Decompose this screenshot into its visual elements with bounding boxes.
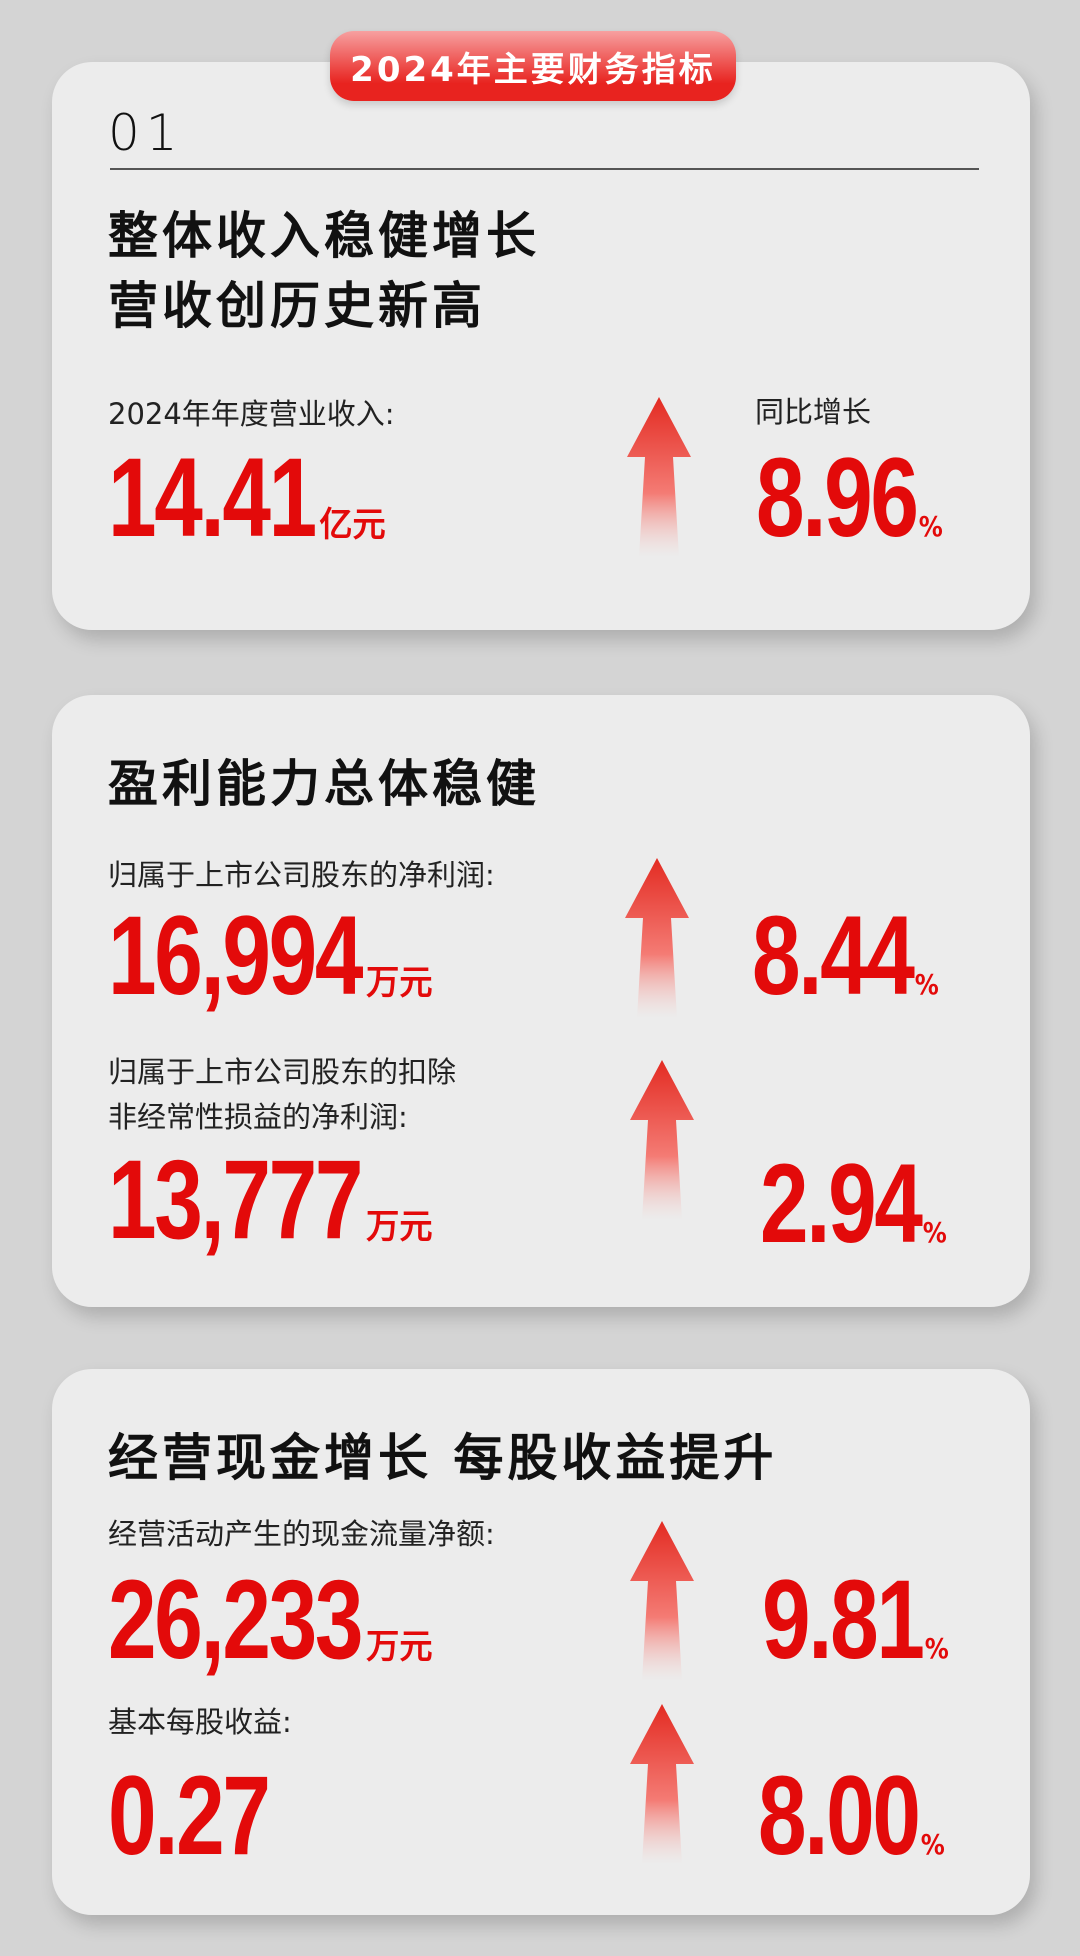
divider: [110, 168, 979, 170]
change-value: 8.44%: [752, 900, 939, 1012]
arrow-up-icon: [630, 1521, 694, 1681]
arrow-up-icon: [625, 858, 689, 1018]
value-text: 26,233: [108, 1557, 363, 1682]
percent-sign: %: [920, 1828, 945, 1861]
arrow-up-icon: [630, 1704, 694, 1864]
arrow-up-icon: [627, 397, 691, 557]
section-number: 01: [108, 104, 184, 162]
change-text: 8.44: [752, 893, 915, 1018]
value-unit: 万元: [365, 963, 433, 1003]
metric-value: 14.41 亿元: [108, 442, 386, 554]
change-text: 9.81: [762, 1557, 925, 1682]
card-revenue: [52, 62, 1030, 630]
metric-label-line1: 归属于上市公司股东的扣除: [108, 1055, 457, 1089]
value-unit: 万元: [365, 1627, 433, 1667]
change-text: 8.00: [758, 1753, 921, 1878]
change-text: 8.96: [756, 435, 919, 560]
header-title-badge: 2024年主要财务指标: [330, 31, 736, 101]
percent-sign: %: [918, 510, 943, 543]
metric-value: 0.27: [108, 1760, 271, 1872]
percent-sign: %: [914, 968, 939, 1001]
value-unit: 万元: [365, 1207, 433, 1247]
card-title: 经营现金增长 每股收益提升: [108, 1429, 778, 1487]
metric-value: 16,994 万元: [108, 900, 432, 1012]
card-profitability: [52, 695, 1030, 1307]
change-value: 8.96%: [756, 442, 943, 554]
percent-sign: %: [924, 1632, 949, 1665]
metric-label: 2024年年度营业收入:: [108, 397, 395, 431]
metric-label: 经营活动产生的现金流量净额:: [108, 1517, 495, 1551]
metric-label-line2: 非经常性损益的净利润:: [108, 1100, 408, 1134]
change-label: 同比增长: [755, 395, 872, 429]
value-text: 13,777: [108, 1137, 363, 1262]
value-text: 0.27: [108, 1753, 271, 1878]
card-title: 盈利能力总体稳健: [108, 755, 540, 813]
metric-value: 26,233 万元: [108, 1564, 432, 1676]
change-value: 8.00%: [758, 1760, 945, 1872]
metric-label: 基本每股收益:: [108, 1705, 292, 1739]
value-unit: 亿元: [319, 505, 386, 545]
metric-label: 归属于上市公司股东的净利润:: [108, 858, 495, 892]
card-title-line1: 整体收入稳健增长: [108, 207, 540, 265]
metric-value: 13,777 万元: [108, 1144, 432, 1256]
change-value: 2.94%: [760, 1148, 947, 1260]
change-value: 9.81%: [762, 1564, 949, 1676]
card-title-line2: 营收创历史新高: [108, 277, 486, 335]
value-text: 14.41: [108, 435, 317, 560]
change-text: 2.94: [760, 1141, 923, 1266]
arrow-up-icon: [630, 1060, 694, 1220]
value-text: 16,994: [108, 893, 363, 1018]
percent-sign: %: [922, 1216, 947, 1249]
card-cashflow-eps: [52, 1369, 1030, 1915]
